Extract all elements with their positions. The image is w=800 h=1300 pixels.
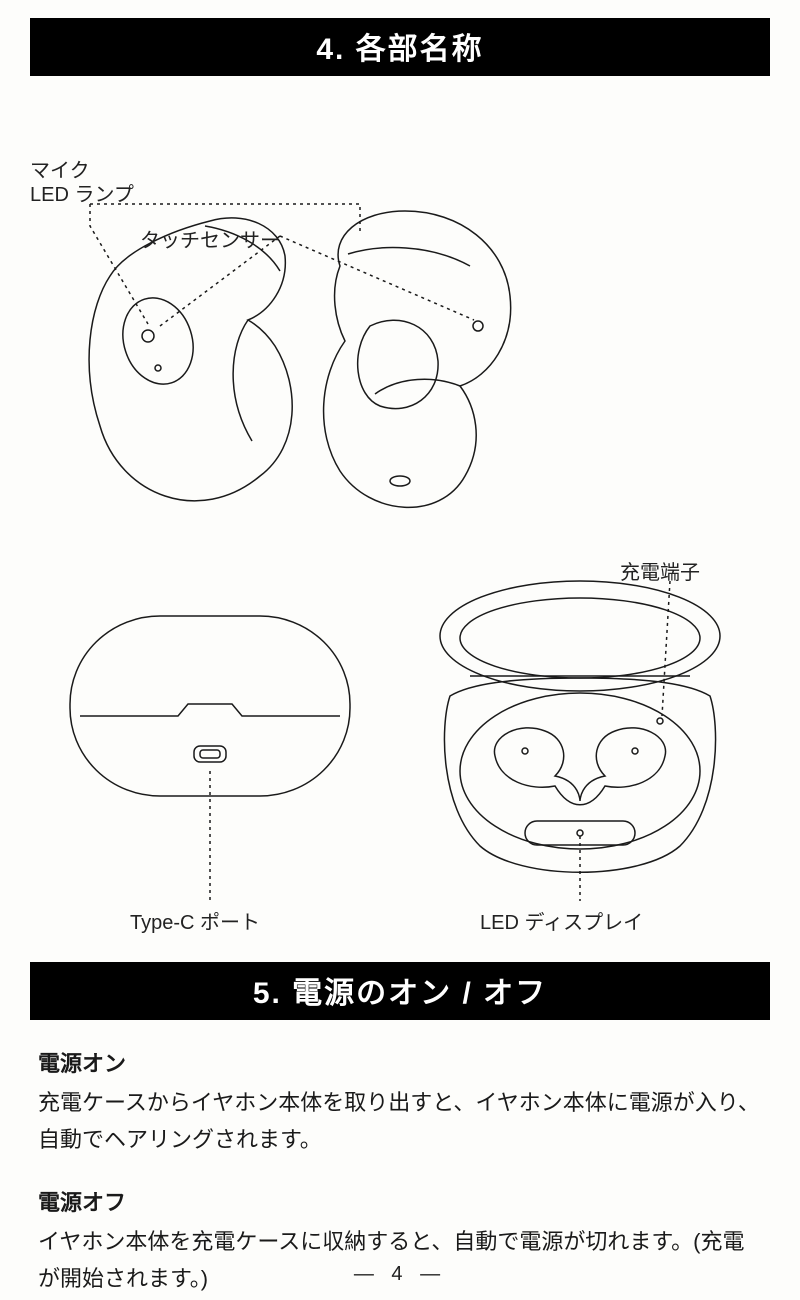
label-led-display: LED ディスプレイ <box>480 906 643 935</box>
page-number: — 4 — <box>0 1263 800 1286</box>
label-charging-terminal: 充電端子 <box>620 556 740 585</box>
label-touch-sensor: タッチセンサー <box>140 224 280 253</box>
label-led-lamp: LED ランプ <box>30 178 134 207</box>
power-off-heading: 電源オフ <box>38 1185 762 1217</box>
label-typec-port: Type-C ポート <box>130 906 260 935</box>
power-on-text: 充電ケースからイヤホン本体を取り出すと、イヤホン本体に電源が入り、自動でヘアリン… <box>38 1084 762 1159</box>
section-5-header: 5. 電源のオン / オフ <box>30 962 770 1020</box>
parts-diagram: マイク LED ランプ タッチセンサー 充電端子 Type-C ポート LED … <box>30 76 770 956</box>
power-off-text: イヤホン本体を充電ケースに収納すると、自動で電源が切れます。(充電が開始されます… <box>38 1223 762 1298</box>
line-art-svg <box>30 76 770 946</box>
section-4-header: 4. 各部名称 <box>30 18 770 76</box>
power-on-heading: 電源オン <box>38 1046 762 1078</box>
